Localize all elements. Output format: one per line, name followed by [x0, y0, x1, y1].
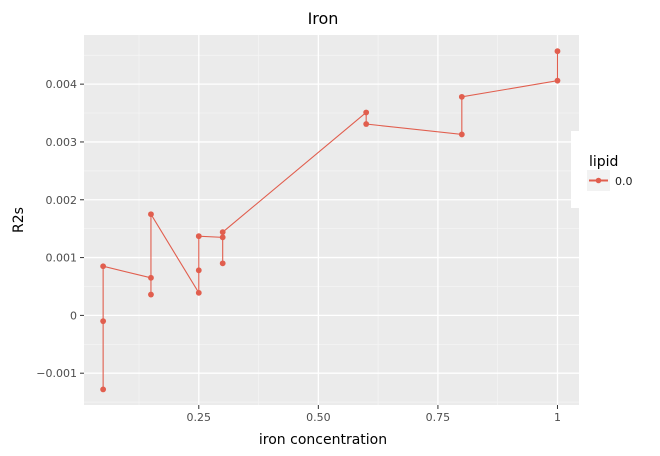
- major-gridlines: [84, 35, 579, 405]
- x-tick-label: 0.50: [306, 411, 331, 424]
- chart-title: Iron: [308, 9, 339, 28]
- data-point: [363, 109, 370, 116]
- x-tick-label: 1: [554, 411, 561, 424]
- x-tick-label: 0.25: [187, 411, 212, 424]
- data-point: [458, 93, 465, 100]
- data-point: [148, 211, 154, 218]
- data-point: [554, 77, 561, 84]
- y-tick-label: 0: [70, 309, 77, 322]
- y-tick-label: 0.002: [46, 194, 78, 207]
- y-axis-title: R2s: [11, 207, 27, 233]
- data-point: [219, 234, 226, 241]
- series-layer: [100, 48, 561, 393]
- x-axis: 0.25 0.50 0.75 1: [187, 405, 561, 424]
- minor-gridlines: [84, 35, 579, 405]
- x-tick-label: 0.75: [426, 411, 451, 424]
- y-tick-label: 0.001: [46, 252, 78, 265]
- y-axis: −0.001 0 0.001 0.002 0.003 0.004: [36, 78, 84, 380]
- legend-background: [571, 131, 651, 208]
- data-point: [554, 48, 561, 55]
- data-point: [100, 386, 107, 393]
- data-point: [363, 121, 370, 127]
- y-tick-label: −0.001: [36, 367, 77, 380]
- data-point: [219, 229, 226, 236]
- data-point: [148, 291, 154, 298]
- data-point: [195, 267, 202, 274]
- legend-key-point: [595, 177, 602, 184]
- y-tick-label: 0.004: [46, 78, 78, 91]
- data-point: [100, 318, 107, 325]
- legend-title: lipid: [589, 154, 618, 170]
- data-point: [219, 260, 226, 267]
- data-point: [195, 233, 202, 240]
- data-point: [100, 263, 107, 270]
- legend: lipid 0.0: [571, 131, 651, 208]
- y-tick-label: 0.003: [46, 136, 78, 149]
- data-point: [458, 131, 465, 138]
- legend-entry-label: 0.0: [615, 175, 633, 188]
- plot-panel: [84, 35, 579, 405]
- x-axis-title: iron concentration: [259, 432, 387, 448]
- data-point: [148, 274, 154, 281]
- data-point: [195, 289, 202, 296]
- series-line: [102, 51, 559, 390]
